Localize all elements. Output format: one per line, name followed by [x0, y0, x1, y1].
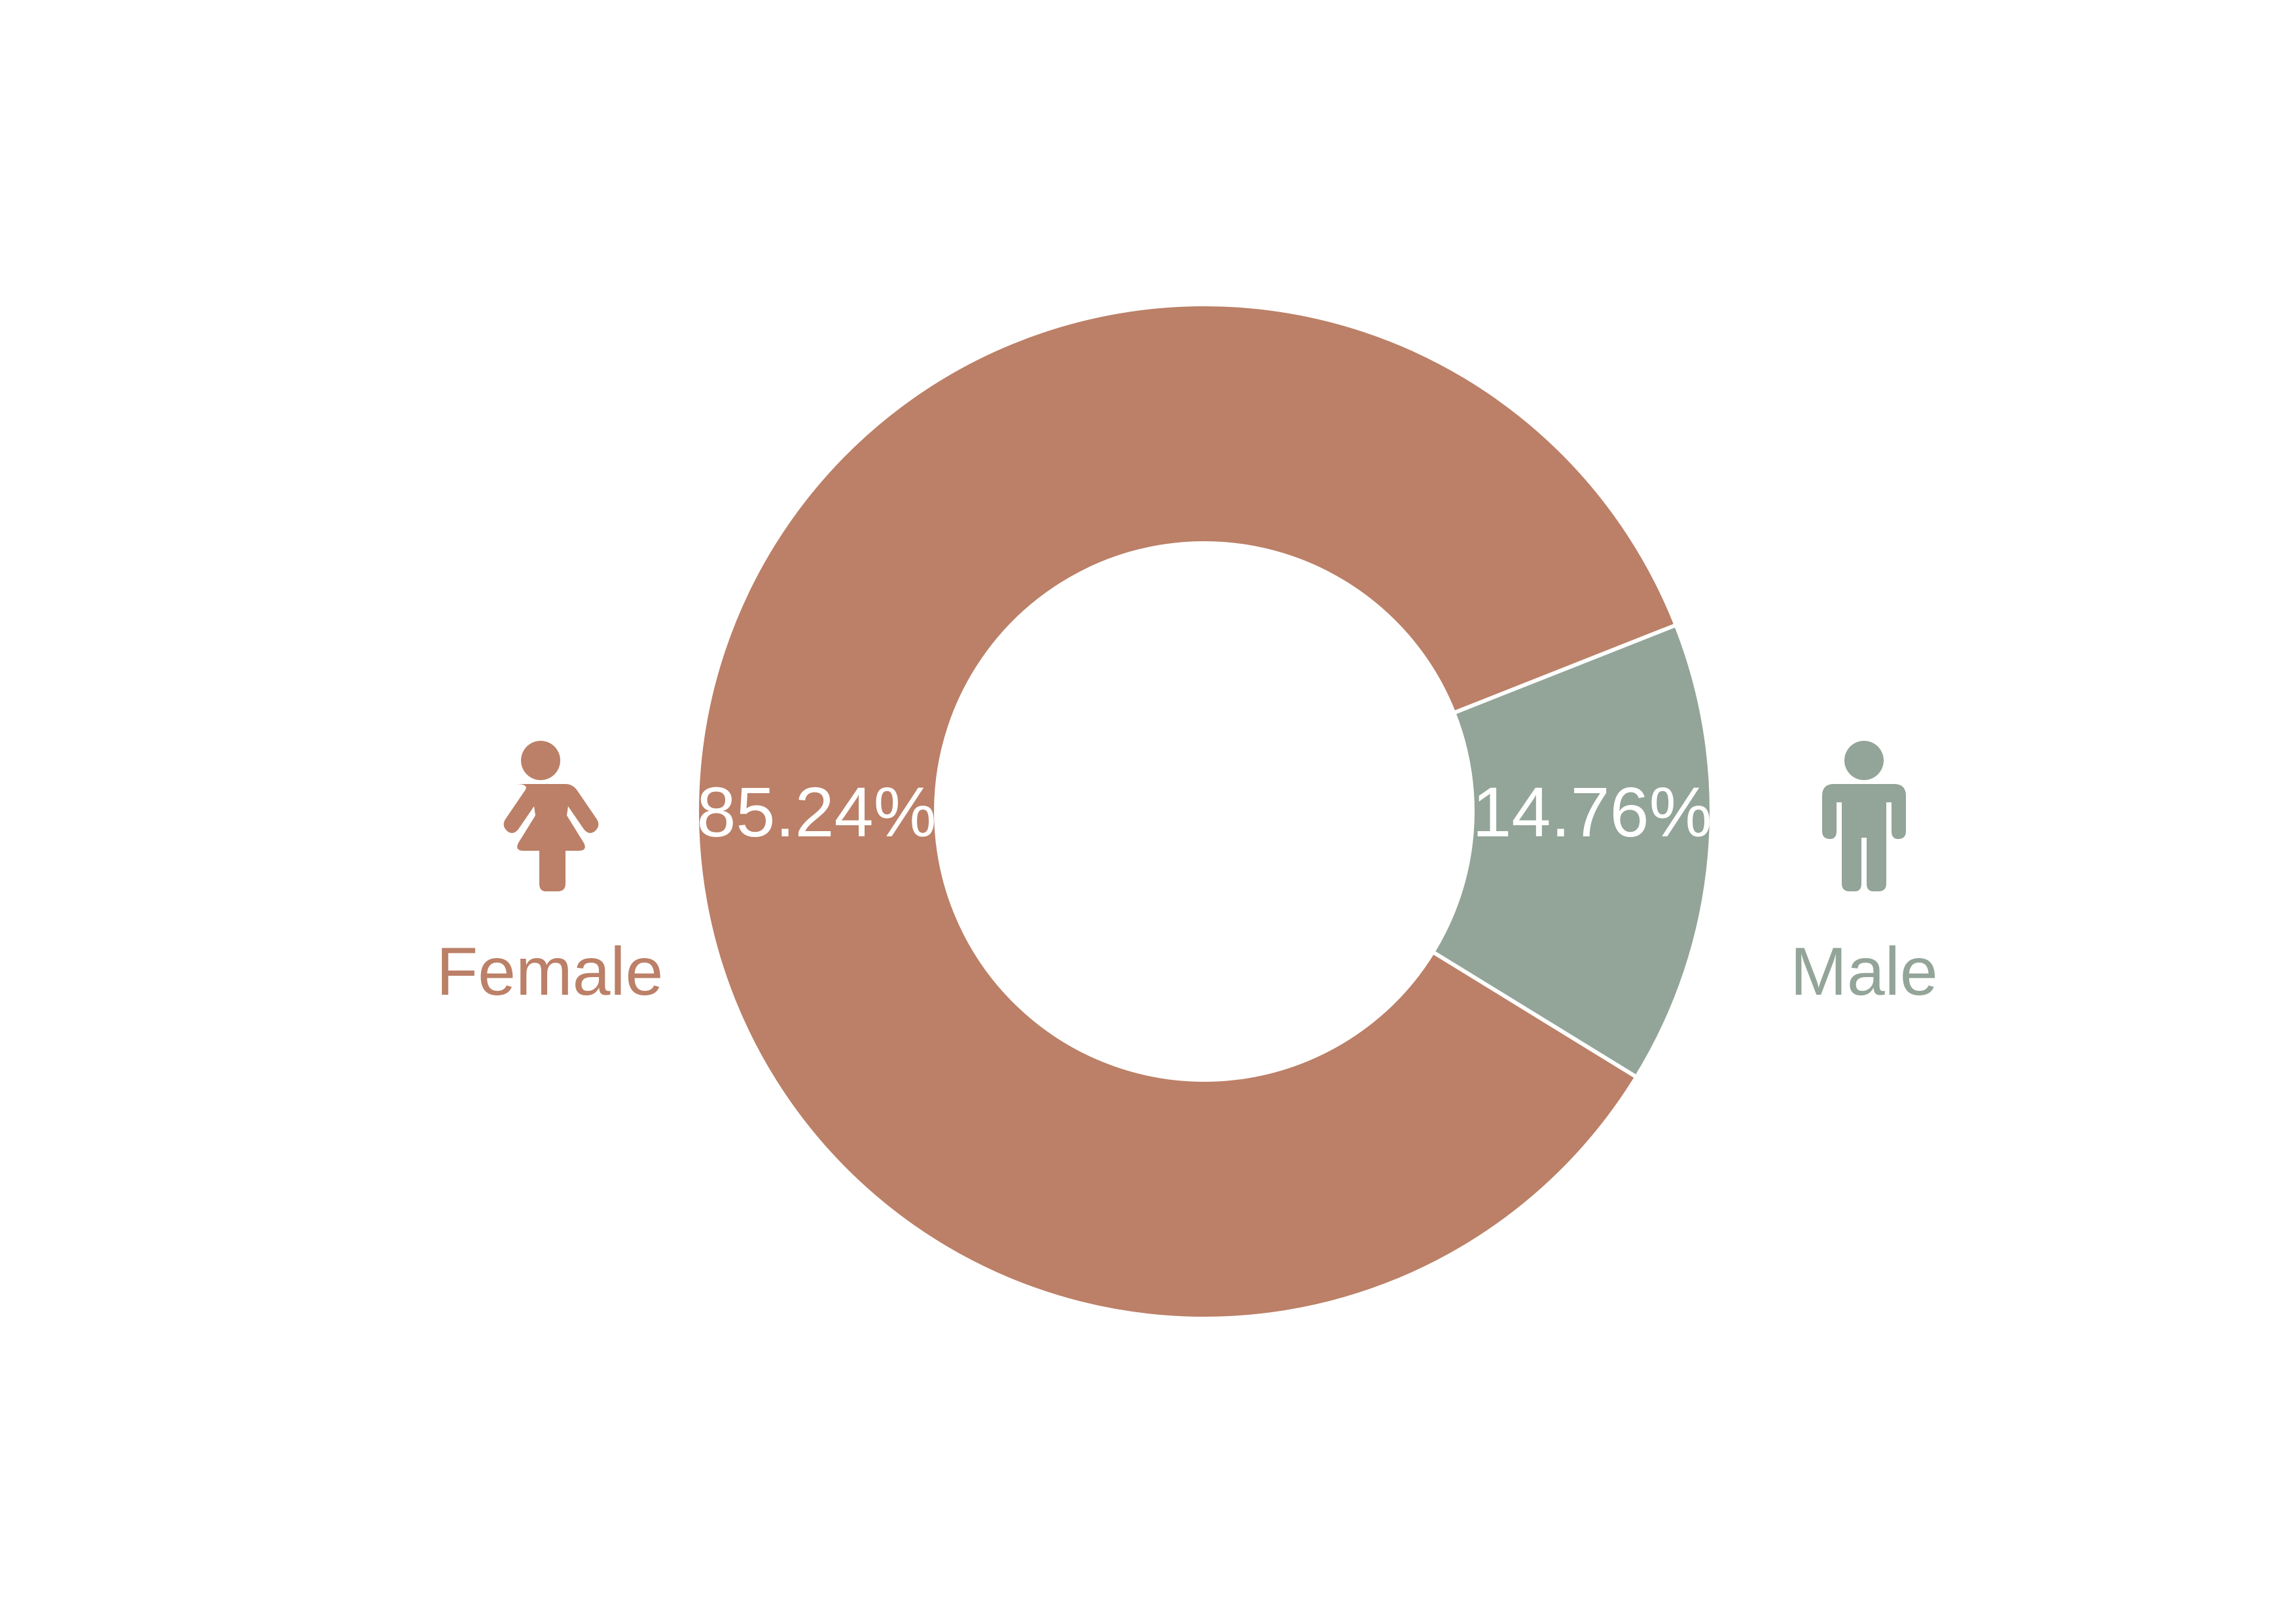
slices-layer — [695, 302, 1713, 1321]
slice-male — [1430, 622, 1713, 1080]
male-person-icon — [1822, 741, 1906, 891]
legend-male-label: Male — [1790, 934, 1937, 1010]
slice-female — [695, 302, 1679, 1321]
female-person-icon — [503, 741, 599, 891]
legend-female-label: Female — [437, 934, 664, 1010]
legend-male: Male — [1790, 741, 1938, 1010]
legend-female: Female — [437, 741, 664, 1010]
value-label-female: 85.24% — [696, 772, 936, 851]
value-labels-layer: 85.24% 14.76% — [696, 772, 1712, 851]
value-label-male: 14.76% — [1472, 772, 1712, 851]
